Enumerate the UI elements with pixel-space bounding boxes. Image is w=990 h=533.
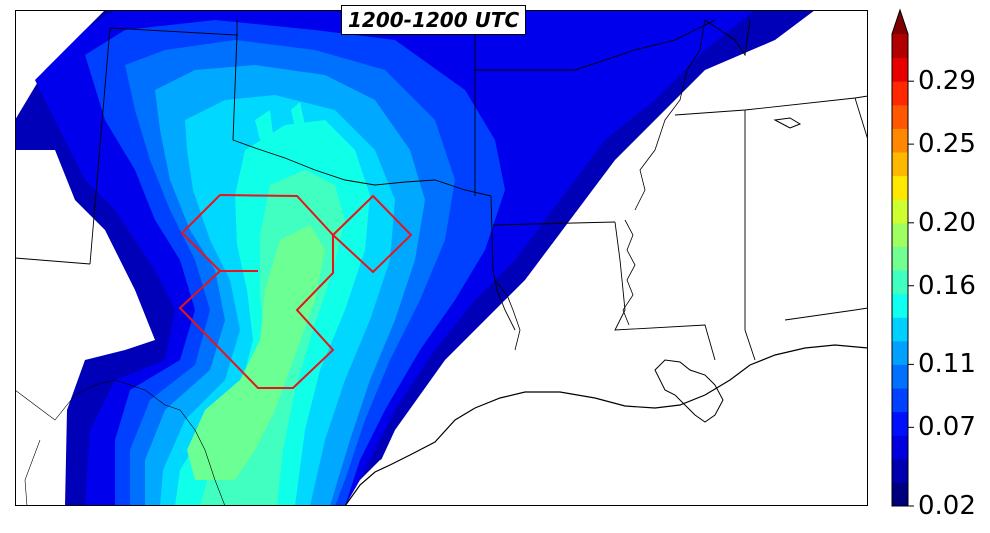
colorbar-band (892, 152, 908, 177)
river (494, 279, 521, 351)
colorbar-band (892, 411, 908, 436)
colorbar-tick-label: 0.11 (918, 349, 976, 380)
lake (773, 117, 802, 129)
colorbar-band (892, 458, 908, 483)
colorbar-band (892, 175, 908, 200)
colorbar-band (892, 199, 908, 224)
coastline (344, 344, 868, 506)
colorbar-band (892, 435, 908, 460)
colorbar-tick-label: 0.20 (918, 207, 976, 238)
colorbar-tick-label: 0.16 (918, 270, 976, 301)
colorbar-band (892, 482, 908, 507)
colorbar-extension (892, 10, 908, 34)
state-borders (15, 19, 868, 361)
contour-band (291, 102, 305, 128)
colorbar-outline (891, 8, 909, 507)
colorbar-band (892, 388, 908, 413)
map-title: 1200-1200 UTC (341, 5, 527, 35)
river (622, 219, 636, 326)
colorbar-band (892, 222, 908, 247)
international-border (24, 439, 41, 506)
colorbar-band (892, 57, 908, 82)
colorbar-band (892, 104, 908, 129)
colorbar-tick-label: 0.07 (918, 412, 976, 443)
contour-band (187, 225, 325, 480)
colorbar-tick-label: 0.29 (918, 66, 976, 97)
colorbar-band (892, 364, 908, 389)
colorbar-band (892, 81, 908, 106)
map-panel (15, 10, 868, 506)
colorbar-band (892, 317, 908, 342)
colorbar-band (892, 293, 908, 318)
mississippi-delta (654, 359, 724, 423)
international-border (15, 379, 226, 506)
colorbar (891, 8, 914, 507)
contour-band (255, 110, 273, 140)
precip-map (15, 10, 868, 506)
colorbar-band (892, 34, 908, 59)
colorbar-band (892, 128, 908, 153)
highlighted-region (178, 194, 413, 389)
colorbar-band (892, 270, 908, 295)
colorbar-tick-label: 0.02 (918, 491, 976, 521)
colorbar-tick-label: 0.25 (918, 129, 976, 160)
colorbar-band (892, 340, 908, 365)
gulf-water (345, 340, 868, 506)
river (634, 19, 706, 211)
colorbar-band (892, 246, 908, 271)
